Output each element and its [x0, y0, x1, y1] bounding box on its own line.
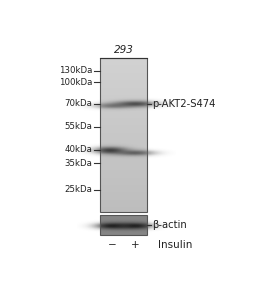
Text: β-actin: β-actin: [152, 220, 187, 230]
Text: +: +: [131, 240, 140, 250]
Text: Insulin: Insulin: [158, 240, 193, 250]
Text: 55kDa: 55kDa: [65, 122, 93, 131]
Text: 293: 293: [114, 45, 134, 55]
Text: 100kDa: 100kDa: [59, 78, 93, 87]
Bar: [100, 58, 147, 211]
Text: −: −: [108, 240, 116, 250]
Text: 25kDa: 25kDa: [65, 185, 93, 194]
Bar: [100, 215, 147, 235]
Text: p-AKT2-S474: p-AKT2-S474: [152, 99, 216, 109]
Text: 70kDa: 70kDa: [65, 99, 93, 108]
Text: 40kDa: 40kDa: [65, 146, 93, 154]
Text: 35kDa: 35kDa: [65, 158, 93, 167]
Text: 130kDa: 130kDa: [59, 66, 93, 75]
